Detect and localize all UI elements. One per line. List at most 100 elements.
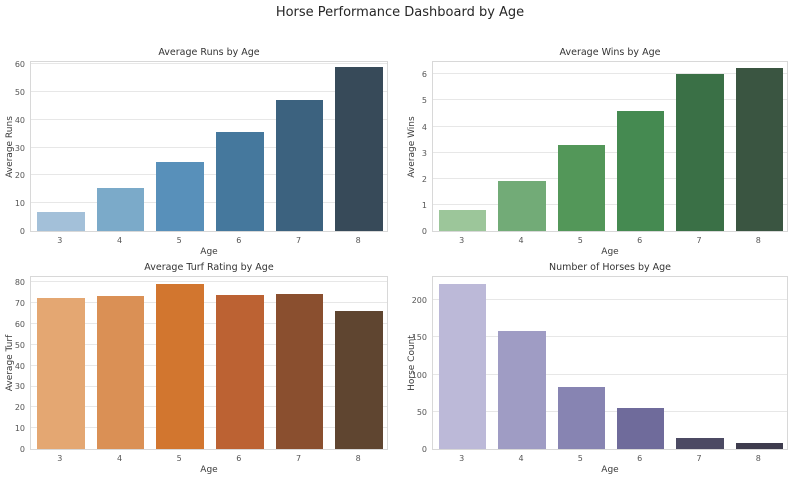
bar-age-6 [215,294,264,449]
y-tick-label: 50 [14,87,25,97]
x-tick-label: 8 [755,236,761,245]
y-axis-label: Horse Count [407,335,417,391]
gridline [433,177,787,179]
bar-age-6 [616,110,665,231]
gridline [433,151,787,153]
y-tick-label: 50 [14,340,25,350]
bar-age-7 [676,437,724,449]
page-title: Horse Performance Dashboard by Age [275,5,525,20]
x-tick-label: 5 [577,454,583,463]
bar-age-8 [735,67,784,231]
gridline [31,302,387,304]
y-tick-label: 60 [14,60,25,70]
y-tick-label: 40 [14,361,25,371]
gridline [31,364,387,366]
gridline [433,125,787,127]
bar-age-3 [36,297,85,449]
bar-age-8 [335,66,384,231]
x-tick-label: 4 [518,454,524,463]
chart-title: Average Wins by Age [559,47,661,58]
y-tick-label: 10 [14,199,25,209]
x-tick-label: 6 [637,454,643,463]
gridline [31,427,387,429]
x-axis-label: Age [200,247,218,257]
bar-age-8 [735,443,784,449]
bar-age-7 [275,100,324,231]
y-tick-label: 0 [421,445,427,454]
y-tick-label: 50 [416,407,427,417]
chart-title: Number of Horses by Age [548,262,672,273]
gridline [31,174,387,176]
gridline [433,410,787,412]
plot-area [30,61,388,232]
y-tick-label: 3 [421,148,427,158]
bar-age-3 [438,210,487,231]
x-tick-label: 3 [57,236,63,245]
bar-age-4 [498,330,546,449]
x-tick-label: 8 [355,454,361,463]
x-tick-label: 7 [295,454,302,463]
x-tick-label: 7 [295,236,302,245]
y-tick-label: 4 [421,122,427,132]
y-tick-label: 2 [421,174,427,184]
bar-age-7 [275,293,324,449]
x-tick-label: 7 [696,454,702,463]
gridline [31,343,387,345]
gridline [31,90,387,92]
gridline [31,118,387,120]
plot-area [432,276,788,450]
x-tick-label: 3 [459,454,465,463]
bar-age-4 [96,295,145,449]
y-tick-label: 60 [14,319,25,329]
y-tick-label: 30 [14,143,25,153]
x-tick-label: 4 [116,454,123,463]
y-tick-label: 40 [14,115,25,125]
x-tick-label: 6 [236,454,242,463]
y-tick-label: 200 [411,296,427,306]
y-tick-label: 30 [14,382,25,392]
y-tick-label: 1 [421,200,427,210]
bar-age-3 [438,283,487,449]
x-tick-label: 5 [176,236,182,245]
bar-age-5 [557,144,606,231]
gridline [31,146,387,148]
x-tick-label: 5 [176,454,182,463]
y-tick-label: 150 [411,333,427,343]
gridline [433,299,787,301]
x-tick-label: 4 [116,236,123,245]
x-tick-label: 3 [459,236,465,245]
gridline [433,203,787,205]
bar-age-6 [616,408,665,449]
x-tick-label: 6 [637,236,643,245]
gridline [31,406,387,408]
x-axis-label: Age [601,247,619,257]
x-tick-label: 6 [236,236,242,245]
gridline [433,99,787,101]
gridline [433,336,787,338]
plot-area [30,276,388,450]
bar-age-5 [156,161,205,231]
y-tick-label: 20 [14,171,25,181]
bar-age-5 [156,284,205,449]
bar-age-4 [96,187,145,231]
y-tick-label: 20 [14,403,25,413]
y-tick-label: 80 [14,278,25,288]
x-tick-label: 7 [696,236,702,245]
gridline [31,385,387,387]
y-tick-label: 10 [14,424,25,434]
bar-age-4 [498,181,546,231]
gridline [31,63,387,65]
y-tick-label: 5 [421,96,427,106]
y-tick-label: 0 [19,445,25,454]
x-tick-label: 8 [755,454,761,463]
x-tick-label: 3 [57,454,63,463]
y-tick-label: 0 [19,227,25,236]
gridline [433,73,787,75]
x-tick-label: 4 [518,236,524,245]
x-tick-label: 5 [577,236,583,245]
chart-title: Average Runs by Age [158,47,260,58]
